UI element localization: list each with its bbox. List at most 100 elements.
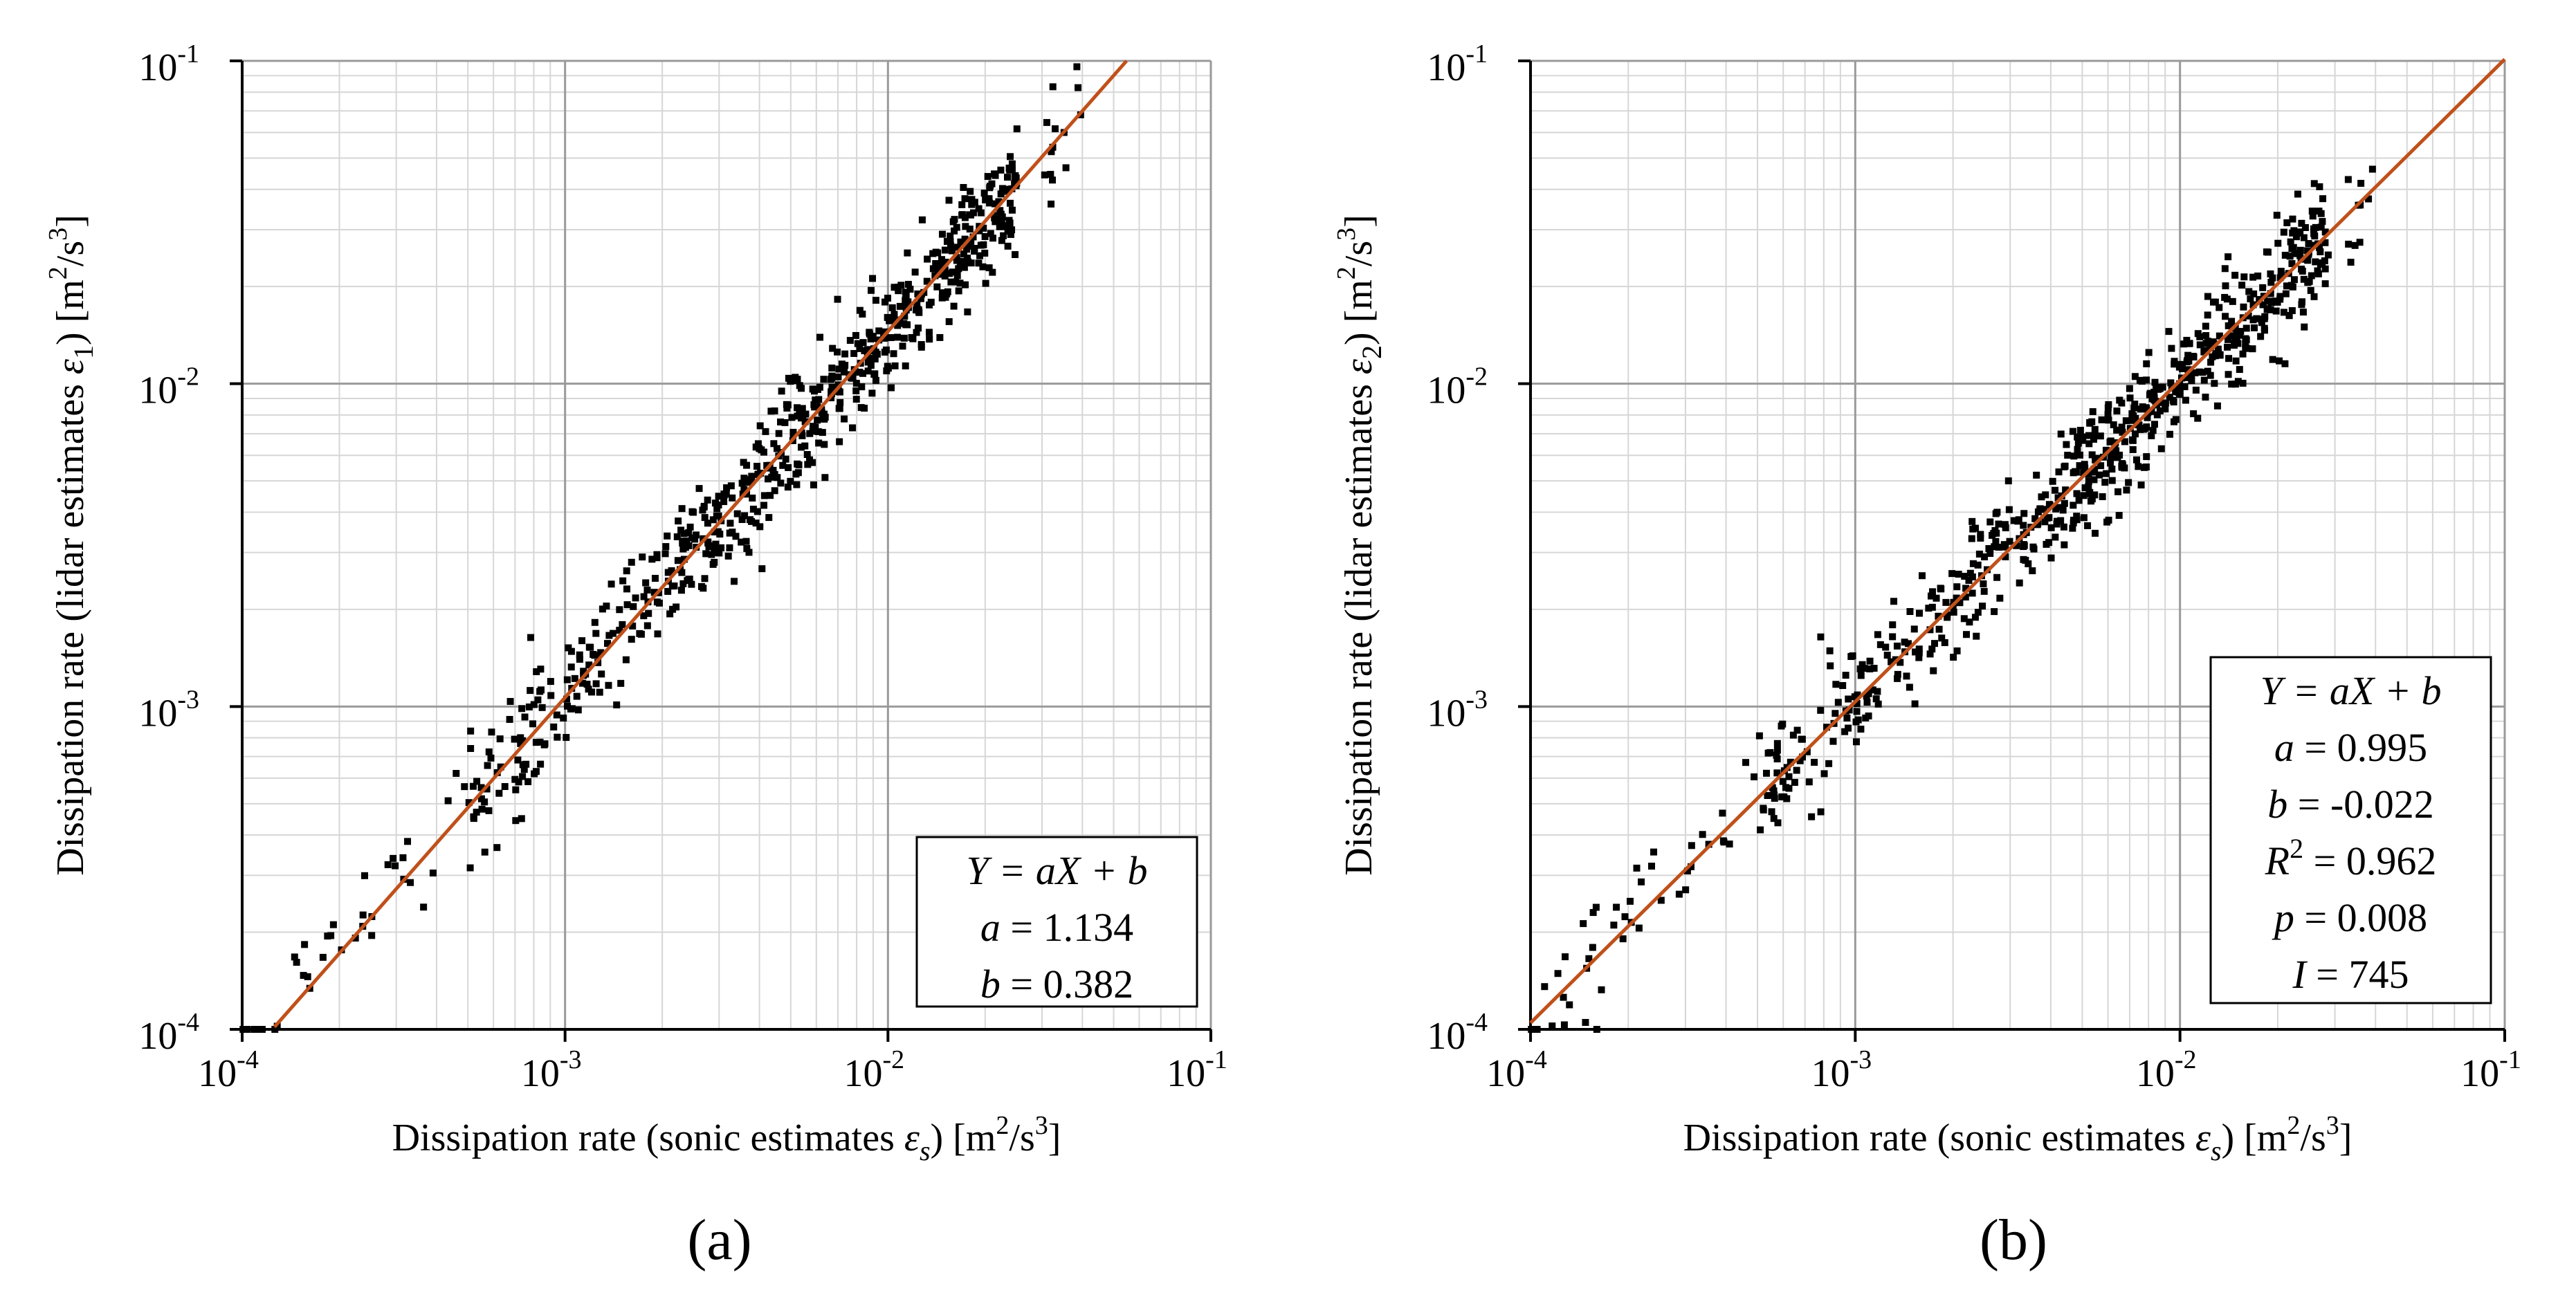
data-point [1793,766,1800,774]
data-point [960,184,967,192]
data-point [2182,396,2189,404]
data-point [1013,125,1021,133]
tick-base: 10 [1427,46,1465,89]
data-point [943,238,951,246]
data-point [982,196,989,203]
data-point [2110,421,2117,429]
legend-line-a: a = 1.134 [980,905,1133,950]
data-point [1755,732,1763,740]
x-label-text: ) [m [931,1117,996,1159]
data-point [985,264,993,272]
data-point [764,475,771,483]
data-point [2231,271,2239,279]
data-point [291,953,298,961]
data-point [1950,654,1957,661]
data-point [2267,279,2275,286]
data-point [420,903,428,911]
data-point [603,603,610,610]
tick-exponent: -3 [560,1045,582,1074]
data-point [816,333,824,341]
data-point [732,533,740,540]
y-label-text: ] [49,214,92,228]
data-point [2240,273,2248,281]
data-point [2257,333,2265,340]
data-point [598,670,605,678]
data-point [628,558,635,566]
data-point [2196,333,2204,340]
data-point [2295,229,2303,237]
data-point [2102,446,2110,454]
data-point [2090,476,2098,484]
data-point [1971,614,1979,621]
data-point [604,640,612,648]
data-point [1977,534,1984,542]
data-point [2234,340,2242,347]
data-point [2296,246,2304,254]
data-point [902,321,910,329]
data-point [2033,471,2040,479]
data-point [1897,659,1904,666]
data-point [1889,621,1897,629]
legend-line-a: a = 0.995 [2274,725,2427,770]
data-point [2267,270,2274,277]
data-point [1872,695,1880,703]
data-point [802,410,810,418]
data-point [2184,366,2192,374]
data-point [529,720,537,728]
data-point [496,735,504,743]
data-point [2240,303,2247,311]
data-point [955,287,962,295]
data-point [742,538,750,545]
data-point [2276,293,2284,300]
data-point [821,441,828,448]
chart-panel-a: 10-410-410-310-310-210-210-110-1Dissipat… [44,39,1227,1272]
data-point [2091,529,2099,537]
data-point [1787,758,1794,766]
legend-value: = 0.382 [1001,962,1133,1007]
data-point [858,383,866,391]
data-point [769,466,777,474]
data-point [628,636,635,643]
data-point [1925,605,1933,612]
data-point [605,681,612,689]
tick-base: 10 [1811,1052,1850,1095]
data-point [981,249,989,257]
data-point [2317,223,2325,231]
data-point [1910,625,1918,633]
data-point [861,405,868,412]
x-label-unit-sup: 3 [2326,1111,2339,1140]
data-point [2167,379,2175,387]
data-point [1657,897,1665,904]
data-point [1683,867,1691,875]
data-point [704,520,711,527]
data-point [2143,360,2150,367]
tick-exponent: -4 [1525,1045,1547,1074]
data-point [643,622,651,630]
data-point [1783,795,1791,802]
data-point [239,1026,247,1033]
data-point [1843,714,1851,722]
data-point [2287,282,2295,289]
data-point [2290,276,2298,284]
data-point [1008,160,1016,167]
data-point [704,496,711,504]
data-point [1073,63,1081,71]
data-point [701,514,709,522]
data-point [2063,441,2070,448]
data-point [2170,418,2177,425]
data-point [755,470,762,478]
data-point [2245,312,2252,320]
data-point [1592,903,1600,911]
data-point [1841,728,1849,735]
tick-base: 10 [1427,692,1465,735]
data-point [1918,572,1926,580]
data-point [2296,252,2304,259]
data-point [319,953,327,961]
data-point [2202,394,2209,401]
data-point [760,492,768,499]
data-point [2081,484,2089,492]
data-point [1986,518,1994,526]
data-point [938,289,946,297]
data-point [547,692,555,699]
data-point [743,479,751,486]
